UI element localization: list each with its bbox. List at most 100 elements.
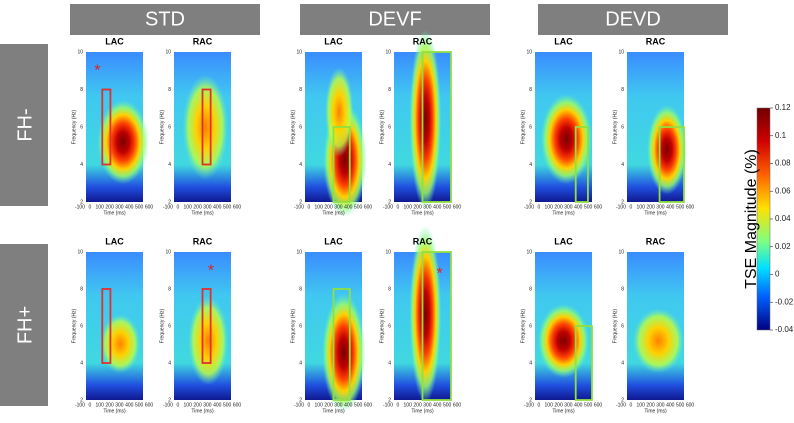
x-tick-label: -100 bbox=[383, 204, 393, 210]
y-tick-label: 6 bbox=[388, 124, 391, 130]
x-tick-label: 100 bbox=[96, 204, 105, 210]
x-tick-label: 300 bbox=[656, 204, 665, 210]
significance-marker: * bbox=[94, 63, 100, 80]
column-title: STD bbox=[145, 8, 185, 30]
x-tick-label: -100 bbox=[616, 204, 626, 210]
x-axis-label: Time (ms) bbox=[644, 210, 667, 216]
colorbar-tick-label: 0.12 bbox=[775, 103, 791, 112]
x-tick-label: 200 bbox=[554, 204, 563, 210]
y-tick-label: 4 bbox=[299, 162, 302, 168]
y-tick-label: 10 bbox=[526, 49, 532, 55]
x-tick-label: 500 bbox=[135, 204, 144, 210]
y-tick-label: 10 bbox=[77, 49, 83, 55]
row-title: FH+ bbox=[14, 306, 36, 344]
x-tick-label: 400 bbox=[213, 204, 222, 210]
y-axis-label: Frequency (Hz) bbox=[290, 109, 296, 144]
x-tick-label: 600 bbox=[453, 204, 462, 210]
x-tick-label: 200 bbox=[105, 204, 114, 210]
colorbar-tick-label: 0.08 bbox=[775, 159, 791, 168]
colorbar-tick-label: 0.02 bbox=[775, 242, 791, 251]
x-tick-label: 0 bbox=[537, 204, 540, 210]
panel-label: RAC bbox=[646, 36, 666, 46]
x-tick-label: 0 bbox=[176, 204, 179, 210]
heatmap-blob bbox=[97, 100, 149, 184]
x-axis-label: Time (ms) bbox=[552, 210, 575, 216]
x-tick-label: 400 bbox=[666, 402, 675, 408]
panel-label: LAC bbox=[105, 236, 124, 246]
y-tick-label: 10 bbox=[385, 249, 391, 255]
heatmap-blob bbox=[632, 308, 684, 374]
heatmap-blob bbox=[188, 296, 229, 386]
y-tick-label: 2 bbox=[168, 199, 171, 205]
x-axis-label: Time (ms) bbox=[191, 408, 214, 414]
y-tick-label: 4 bbox=[388, 360, 391, 366]
heatmap-blob bbox=[100, 314, 141, 374]
y-tick-label: 2 bbox=[529, 199, 532, 205]
y-axis-label: Frequency (Hz) bbox=[379, 308, 385, 343]
y-tick-label: 4 bbox=[529, 360, 532, 366]
x-tick-label: 600 bbox=[145, 402, 154, 408]
x-tick-label: 0 bbox=[307, 402, 310, 408]
x-tick-label: 200 bbox=[554, 402, 563, 408]
heatmap-blob bbox=[409, 225, 442, 403]
roi-box bbox=[658, 126, 685, 203]
x-tick-label: 200 bbox=[413, 402, 422, 408]
panel-label: RAC bbox=[413, 236, 433, 246]
y-tick-label: 4 bbox=[621, 360, 624, 366]
column-header bbox=[300, 4, 490, 35]
y-tick-label: 4 bbox=[299, 360, 302, 366]
colorbar-tick-label: 0.06 bbox=[775, 186, 791, 195]
x-tick-label: 500 bbox=[443, 402, 452, 408]
y-tick-label: 6 bbox=[529, 124, 532, 130]
x-tick-label: 300 bbox=[115, 204, 124, 210]
x-tick-label: -100 bbox=[294, 402, 304, 408]
panel-label: LAC bbox=[554, 36, 573, 46]
x-tick-label: 200 bbox=[193, 402, 202, 408]
x-tick-label: -100 bbox=[294, 204, 304, 210]
y-tick-label: 4 bbox=[621, 162, 624, 168]
x-tick-label: 500 bbox=[443, 204, 452, 210]
x-tick-label: 600 bbox=[594, 204, 603, 210]
x-tick-label: 0 bbox=[176, 402, 179, 408]
y-tick-label: 10 bbox=[296, 49, 302, 55]
y-tick-label: 6 bbox=[168, 124, 171, 130]
colorbar-tick-label: 0.04 bbox=[775, 214, 791, 223]
x-tick-label: 500 bbox=[676, 402, 685, 408]
y-tick-label: 4 bbox=[529, 162, 532, 168]
x-tick-label: 0 bbox=[307, 204, 310, 210]
y-axis-label: Frequency (Hz) bbox=[612, 308, 618, 343]
y-tick-label: 6 bbox=[299, 323, 302, 329]
x-tick-label: 400 bbox=[344, 402, 353, 408]
x-axis-label: Time (ms) bbox=[103, 210, 126, 216]
y-axis-label: Frequency (Hz) bbox=[520, 308, 526, 343]
x-tick-label: 600 bbox=[594, 402, 603, 408]
y-tick-label: 10 bbox=[165, 249, 171, 255]
y-tick-label: 6 bbox=[529, 323, 532, 329]
x-tick-label: 100 bbox=[545, 204, 554, 210]
roi-box bbox=[201, 88, 212, 166]
roi-box bbox=[574, 126, 589, 203]
x-tick-label: 400 bbox=[125, 402, 134, 408]
y-tick-label: 2 bbox=[168, 397, 171, 403]
x-tick-label: -100 bbox=[163, 204, 173, 210]
x-tick-label: -100 bbox=[163, 402, 173, 408]
y-tick-label: 2 bbox=[299, 199, 302, 205]
panel-label: RAC bbox=[193, 236, 213, 246]
y-tick-label: 8 bbox=[388, 286, 391, 292]
colorbar-tick-label: -0.02 bbox=[775, 297, 794, 306]
heatmap-blob bbox=[646, 104, 687, 195]
x-tick-label: -100 bbox=[75, 204, 85, 210]
x-tick-label: 100 bbox=[184, 402, 193, 408]
x-tick-label: 100 bbox=[404, 204, 413, 210]
x-tick-label: 400 bbox=[125, 204, 134, 210]
y-tick-label: 10 bbox=[618, 49, 624, 55]
roi-box bbox=[201, 288, 212, 364]
y-tick-label: 4 bbox=[168, 162, 171, 168]
y-tick-label: 8 bbox=[299, 87, 302, 93]
panel-label: LAC bbox=[324, 236, 343, 246]
y-tick-label: 6 bbox=[388, 323, 391, 329]
x-tick-label: 200 bbox=[324, 402, 333, 408]
roi-box bbox=[332, 288, 351, 401]
roi-box bbox=[332, 126, 351, 203]
